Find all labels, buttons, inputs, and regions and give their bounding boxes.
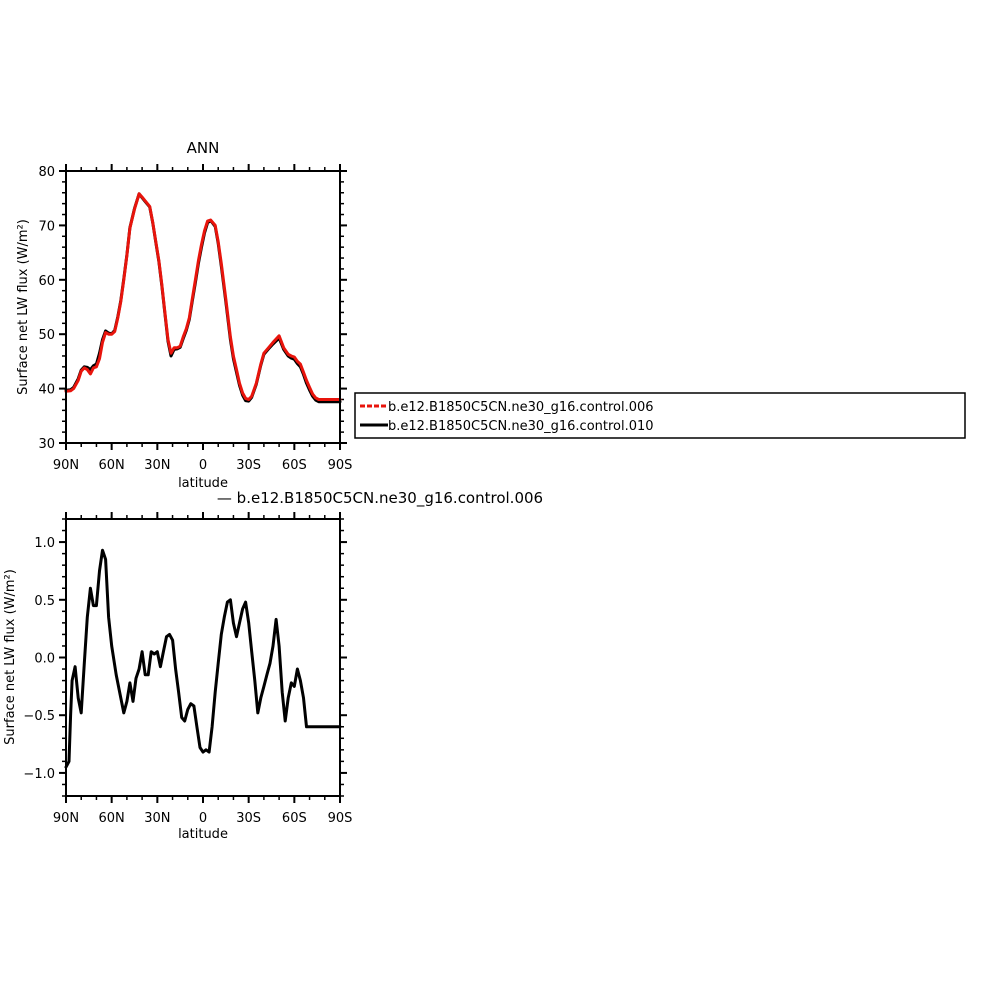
bottom-panel-title: — b.e12.B1850C5CN.ne30_g16.control.006 <box>217 489 543 508</box>
top-panel-series <box>64 192 342 404</box>
bottom-y-tick-label: 0.5 <box>34 594 55 609</box>
top-x-tick-label: 60S <box>282 458 307 473</box>
legend-box <box>354 392 966 439</box>
bottom-y-tick-label: 1.0 <box>34 536 55 551</box>
top-x-tick-label: 30S <box>236 458 261 473</box>
top-x-tick-label: 90N <box>53 458 79 473</box>
top-y-tick-label: 50 <box>38 328 55 343</box>
top-panel-title: ANN <box>187 139 220 157</box>
legend-label-control-006: b.e12.B1850C5CN.ne30_g16.control.006 <box>388 400 654 415</box>
top-y-tick-label: 40 <box>38 383 55 398</box>
legend: b.e12.B1850C5CN.ne30_g16.control.006 b.e… <box>354 392 966 439</box>
top-y-tick-label: 70 <box>38 219 55 234</box>
bottom-x-tick-label: 0 <box>199 811 207 826</box>
bottom-panel-series <box>64 548 342 769</box>
top-series-line-1 <box>64 192 342 401</box>
top-panel-ticks: 90N 60N 30N 0 30S 60S 90S 30 40 50 60 70 80 <box>38 164 352 473</box>
bottom-panel-y-axis-label: Surface net LW flux (W/m²) <box>3 569 18 745</box>
bottom-x-tick-label: 90S <box>328 811 353 826</box>
top-y-tick-label: 80 <box>38 165 55 180</box>
bottom-x-tick-label: 30N <box>144 811 170 826</box>
bottom-panel-ticks: 90N 60N 30N 0 30S 60S 90S −1.0 −0.5 0.0 0.5 1.0 <box>23 512 352 826</box>
bottom-x-tick-label: 60N <box>99 811 125 826</box>
top-panel-x-axis-label: latitude <box>178 476 228 491</box>
bottom-panel-x-axis-label: latitude <box>178 827 228 842</box>
top-y-tick-label: 30 <box>38 437 55 452</box>
top-series-line-2 <box>64 192 342 404</box>
top-x-tick-label: 60N <box>99 458 125 473</box>
top-x-tick-label: 0 <box>199 458 207 473</box>
top-y-tick-label: 60 <box>38 274 55 289</box>
top-panel-frame <box>65 170 341 444</box>
bottom-y-tick-label: −1.0 <box>23 767 55 782</box>
bottom-y-tick-label: 0.0 <box>34 652 55 667</box>
bottom-x-tick-label: 30S <box>236 811 261 826</box>
bottom-panel-frame <box>65 518 341 797</box>
bottom-series-line-1 <box>64 548 342 769</box>
bottom-panel: — b.e12.B1850C5CN.ne30_g16.control.006 9… <box>3 489 543 842</box>
top-panel: ANN 90N 60N 30N 0 30S 60S 90S 30 40 50 60 70 80 lati… <box>16 139 352 491</box>
top-x-tick-label: 90S <box>328 458 353 473</box>
bottom-y-tick-label: −0.5 <box>23 709 55 724</box>
top-panel-y-axis-label: Surface net LW flux (W/m²) <box>16 219 31 395</box>
bottom-x-tick-label: 90N <box>53 811 79 826</box>
bottom-x-tick-label: 60S <box>282 811 307 826</box>
legend-label-control-010: b.e12.B1850C5CN.ne30_g16.control.010 <box>388 419 654 434</box>
top-x-tick-label: 30N <box>144 458 170 473</box>
